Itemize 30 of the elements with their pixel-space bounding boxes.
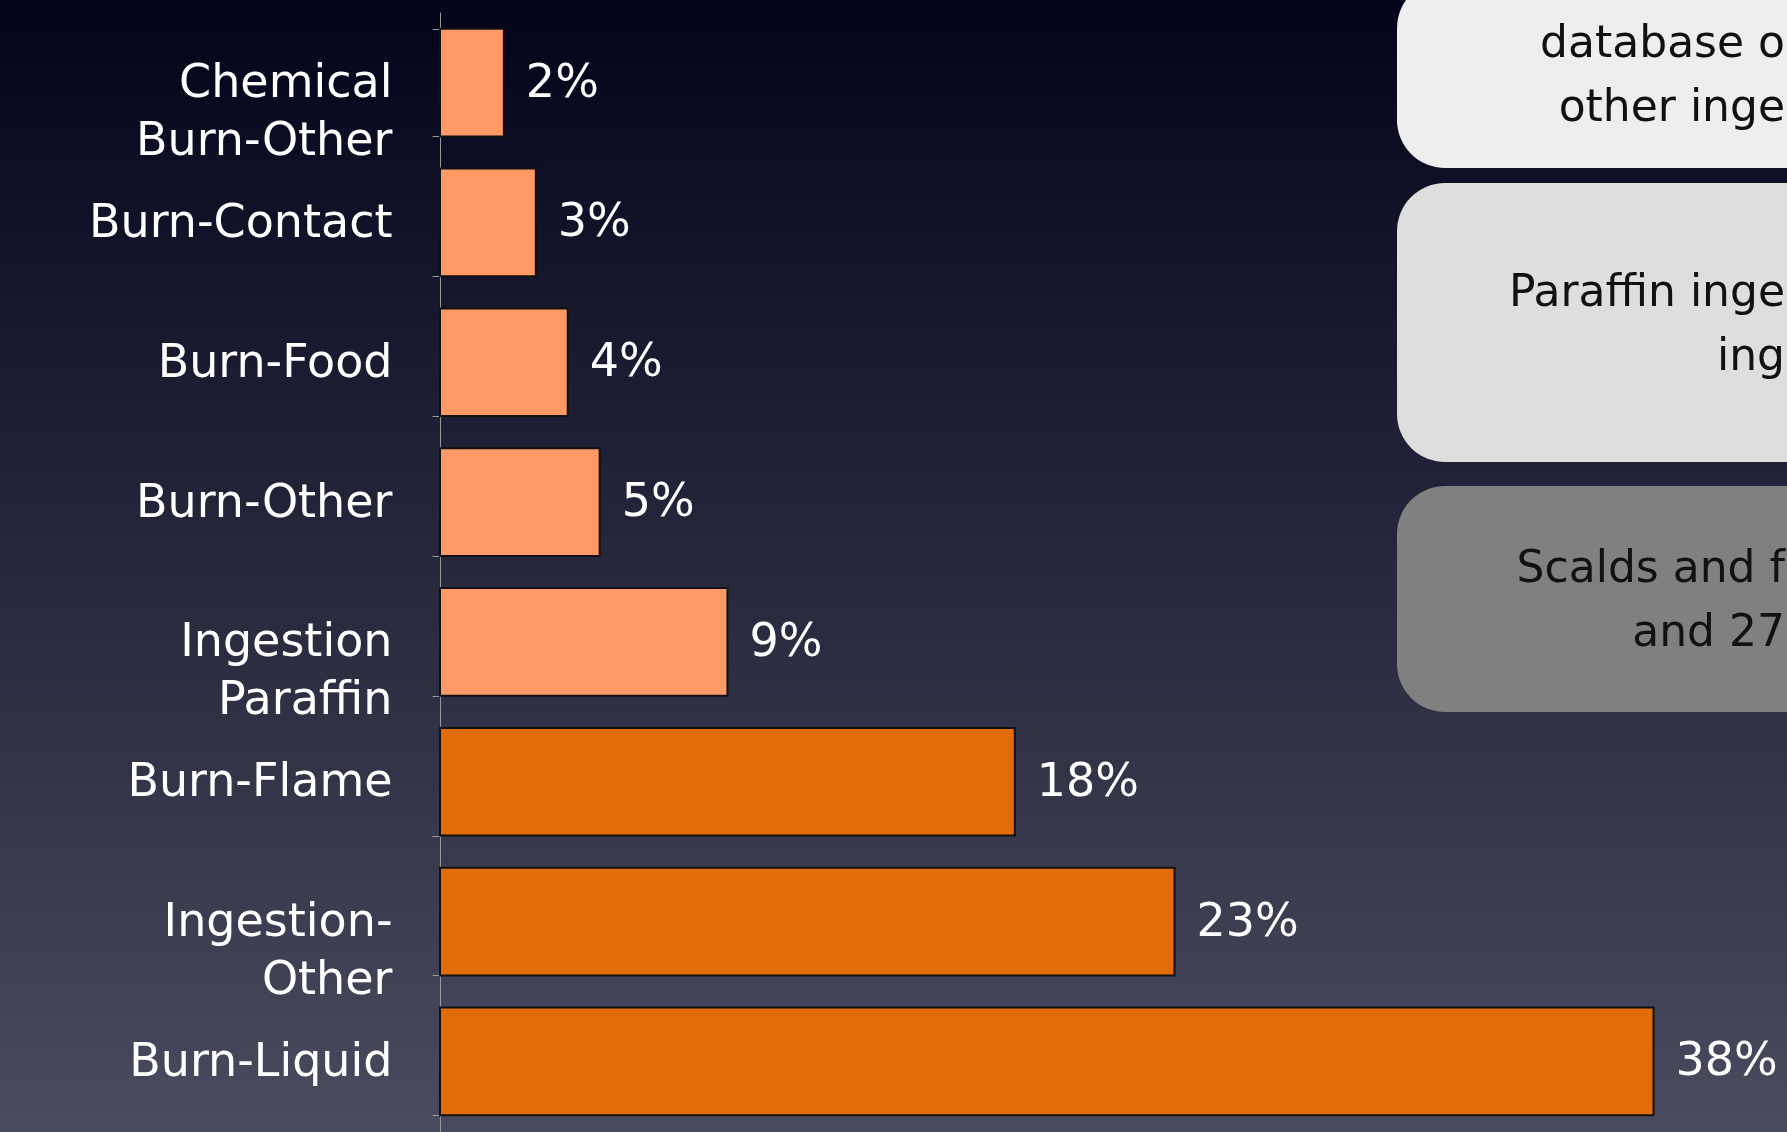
bar bbox=[439, 447, 601, 557]
annotation: database o other inge bbox=[1540, 15, 1785, 133]
y-tick-label: Burn-Flame bbox=[127, 753, 393, 808]
bar bbox=[439, 27, 505, 138]
data-label: 18% bbox=[1036, 752, 1140, 807]
y-tick-label: Chemical Burn-Other bbox=[136, 54, 393, 167]
y-tick-label: Burn-Food bbox=[157, 333, 393, 388]
y-tick-label: Ingestion Paraffin bbox=[180, 613, 393, 726]
text-box: database o other inge bbox=[1397, 0, 1787, 168]
y-tick-label: Burn-Contact bbox=[88, 193, 393, 248]
y-tick-label: Burn-Other bbox=[136, 473, 393, 528]
data-label: 2% bbox=[525, 53, 599, 108]
bar bbox=[439, 726, 1016, 837]
bar bbox=[439, 587, 729, 697]
bar bbox=[439, 307, 569, 418]
data-label: 23% bbox=[1196, 892, 1299, 947]
bar bbox=[439, 866, 1176, 977]
text-box: Scalds and f and 27 bbox=[1397, 486, 1787, 712]
data-label: 5% bbox=[621, 473, 695, 528]
annotation: Paraffin inge ing bbox=[1508, 263, 1785, 382]
text-box: Paraffin inge ing bbox=[1397, 183, 1787, 462]
data-label: 4% bbox=[589, 333, 663, 388]
y-tick-label: Burn-Liquid bbox=[129, 1032, 393, 1087]
data-label: 9% bbox=[749, 612, 823, 667]
y-tick-label: Ingestion- Other bbox=[163, 893, 393, 1006]
bar bbox=[439, 167, 537, 278]
bar bbox=[439, 1006, 1655, 1117]
data-label: 3% bbox=[557, 193, 631, 248]
annotation: Scalds and f and 27 bbox=[1516, 540, 1785, 658]
data-label: 38% bbox=[1675, 1032, 1778, 1087]
